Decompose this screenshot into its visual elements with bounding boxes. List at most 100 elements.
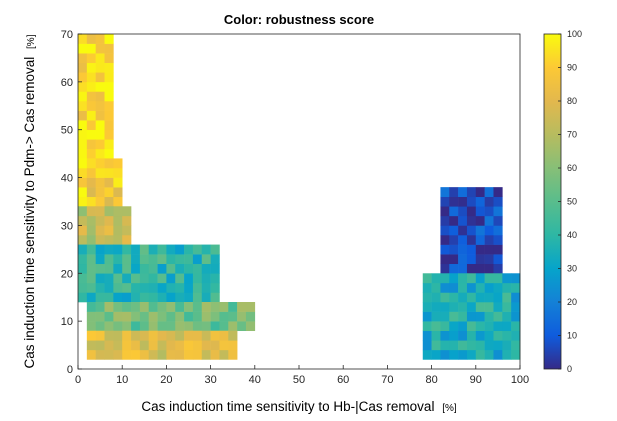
heatmap-cell [466, 263, 477, 274]
heatmap-cell [228, 321, 238, 332]
heatmap-cell [78, 177, 88, 188]
heatmap-cell [139, 282, 150, 293]
x-tick-label: 100 [511, 374, 529, 386]
heatmap-cell [166, 282, 176, 293]
heatmap-cell [449, 235, 459, 245]
heatmap-cell [228, 311, 238, 322]
heatmap-cell [95, 158, 105, 169]
heatmap-cell [466, 254, 477, 265]
heatmap-cell [86, 302, 96, 312]
heatmap-cell [86, 292, 96, 303]
heatmap-cell [237, 311, 247, 322]
x-tick-label: 40 [249, 374, 261, 386]
heatmap-cell [484, 282, 494, 293]
heatmap-cell [175, 321, 185, 332]
heatmap-cell [139, 302, 150, 312]
heatmap-cell [475, 263, 485, 274]
heatmap-cell [466, 196, 477, 207]
heatmap-cell [502, 340, 512, 351]
heatmap-cell [228, 340, 238, 351]
heatmap-cell [431, 302, 441, 312]
heatmap-cell [157, 273, 167, 284]
colorbar-ticks: 0 10 20 30 40 50 60 70 80 90 100 [558, 29, 582, 374]
heatmap-cell [458, 273, 468, 284]
heatmap-cell [449, 196, 459, 207]
heatmap-cell [192, 263, 203, 274]
heatmap-cell [184, 254, 194, 265]
heatmap-cell [157, 349, 167, 360]
heatmap-cell [493, 321, 503, 332]
heatmap-cell [440, 254, 450, 265]
heatmap-cell [122, 254, 132, 265]
heatmap-cell [502, 330, 512, 341]
heatmap-cell [449, 330, 459, 341]
heatmap-cell [475, 282, 485, 293]
heatmap-cell [511, 349, 521, 360]
heatmap-cell [449, 225, 459, 236]
heatmap-cell [139, 340, 150, 351]
heatmap-cell [175, 254, 185, 265]
heatmap-cell [440, 311, 450, 322]
heatmap-cell [104, 62, 114, 73]
heatmap-cell [192, 349, 203, 360]
heatmap-cell [122, 349, 132, 360]
heatmap-cell [131, 244, 141, 255]
heatmap-cell [104, 263, 114, 274]
heatmap-cell [78, 263, 88, 274]
heatmap-cell [104, 91, 114, 102]
heatmap-cell [104, 302, 114, 312]
heatmap-cell [449, 187, 459, 198]
heatmap-cell [95, 120, 105, 131]
x-tick-label: 90 [470, 374, 482, 386]
heatmap-cell [104, 129, 114, 140]
heatmap-cell [184, 349, 194, 360]
heatmap-cell [95, 91, 105, 102]
heatmap-cell [113, 321, 123, 332]
heatmap-cell [104, 311, 114, 322]
heatmap-cell [139, 263, 150, 274]
heatmap-cells [78, 34, 521, 360]
heatmap-cell [166, 349, 176, 360]
heatmap-cell [104, 340, 114, 351]
heatmap-cell [122, 330, 132, 341]
heatmap-cell [175, 311, 185, 322]
heatmap-cell [493, 330, 503, 341]
heatmap-cell [104, 292, 114, 303]
heatmap-cell [493, 215, 503, 226]
colorbar-tick-label: 70 [567, 130, 577, 140]
heatmap-cell [139, 311, 150, 322]
heatmap-cell [484, 206, 494, 217]
heatmap-cell [192, 330, 203, 341]
x-tick-label: 10 [116, 374, 128, 386]
heatmap-cell [201, 311, 211, 322]
heatmap-cell [493, 235, 503, 245]
heatmap-cell [484, 321, 494, 332]
heatmap-cell [104, 187, 114, 198]
heatmap-cell [493, 311, 503, 322]
heatmap-cell [440, 292, 450, 303]
heatmap-cell [475, 187, 485, 198]
heatmap-cell [466, 330, 477, 341]
heatmap-cell [95, 177, 105, 188]
heatmap-cell [484, 215, 494, 226]
heatmap-cell [484, 349, 494, 360]
heatmap-cell [113, 196, 123, 207]
heatmap-cell [131, 330, 141, 341]
heatmap-cell [201, 254, 211, 265]
heatmap-cell [449, 254, 459, 265]
heatmap-cell [86, 53, 96, 64]
heatmap-cell [157, 311, 167, 322]
heatmap-cell [95, 187, 105, 198]
heatmap-cell [86, 62, 96, 73]
heatmap-cell [237, 302, 247, 312]
heatmap-cell [440, 215, 450, 226]
heatmap-cell [139, 244, 150, 255]
heatmap-cell [484, 196, 494, 207]
colorbar-tick-label: 80 [567, 96, 577, 106]
heatmap-cell [166, 321, 176, 332]
heatmap-cell [466, 225, 477, 236]
heatmap-cell [131, 340, 141, 351]
heatmap-cell [122, 340, 132, 351]
heatmap-cell [104, 120, 114, 131]
